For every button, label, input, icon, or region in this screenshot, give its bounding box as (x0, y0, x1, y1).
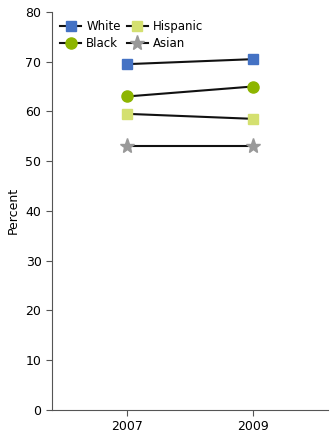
Legend: White, Black, Hispanic, Asian: White, Black, Hispanic, Asian (58, 18, 205, 52)
Y-axis label: Percent: Percent (7, 187, 20, 235)
